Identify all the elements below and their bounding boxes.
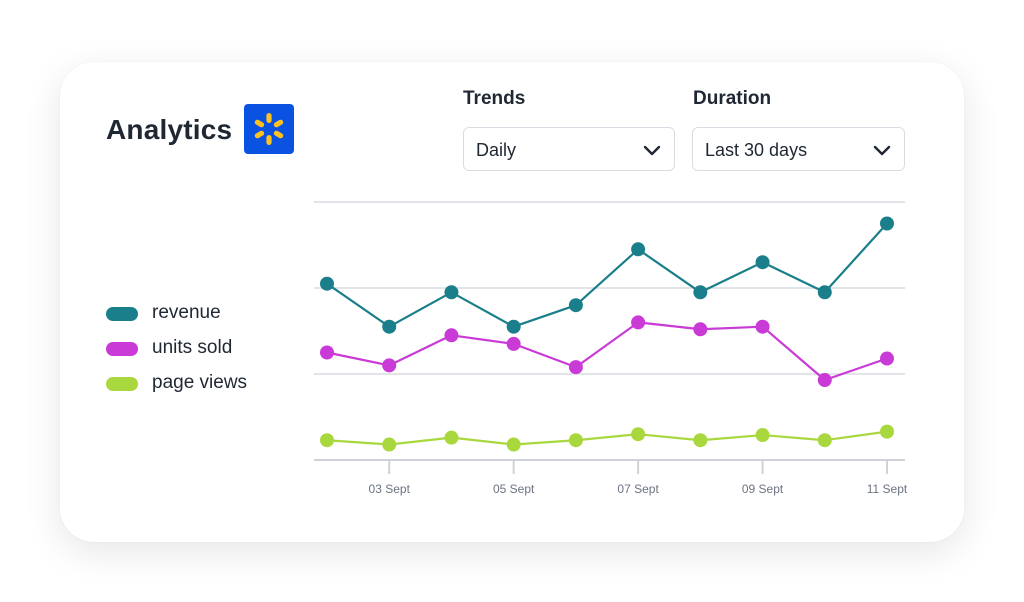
data-point-units-sold (693, 322, 708, 337)
data-point-page-views (755, 428, 770, 443)
data-point-revenue (382, 319, 397, 334)
data-point-revenue (631, 242, 646, 257)
legend-label-revenue: revenue (152, 302, 221, 323)
series-line-page-views (326, 430, 888, 446)
data-point-units-sold (444, 328, 459, 343)
walmart-spark-icon (244, 104, 294, 154)
duration-select[interactable]: Last 30 days (692, 127, 905, 171)
data-point-page-views (444, 430, 459, 445)
data-point-units-sold (817, 373, 832, 388)
data-point-page-views (320, 433, 334, 448)
x-tick-label: 03 Sept (369, 482, 411, 496)
data-point-page-views (382, 437, 397, 452)
series-line-revenue (326, 222, 888, 328)
data-point-page-views (693, 433, 708, 448)
data-point-page-views (506, 437, 521, 452)
x-tick-label: 07 Sept (617, 482, 659, 496)
chevron-down-icon (643, 145, 661, 156)
x-tick-label: 05 Sept (493, 482, 535, 496)
data-point-revenue (444, 285, 459, 300)
series-line-units-sold (326, 321, 888, 382)
data-point-revenue (880, 216, 894, 231)
data-point-units-sold (880, 351, 894, 366)
data-point-page-views (817, 433, 832, 448)
data-point-revenue (693, 285, 708, 300)
data-point-units-sold (755, 319, 770, 334)
data-point-revenue (506, 319, 521, 334)
data-point-units-sold (631, 315, 646, 330)
data-point-units-sold (382, 358, 397, 373)
data-point-units-sold (506, 336, 521, 351)
data-point-page-views (631, 427, 646, 442)
data-point-revenue (568, 298, 583, 313)
legend-swatch-revenue (106, 307, 138, 321)
data-point-revenue (817, 285, 832, 300)
data-point-revenue (320, 276, 334, 291)
data-point-units-sold (568, 360, 583, 375)
trends-select-value: Daily (476, 140, 517, 160)
trends-label: Trends (463, 88, 526, 109)
data-point-page-views (880, 424, 894, 439)
legend-swatch-page-views (106, 377, 138, 391)
legend-label-units-sold: units sold (152, 337, 233, 358)
x-tick-label: 09 Sept (742, 482, 784, 496)
chevron-down-icon (873, 145, 891, 156)
trends-select[interactable]: Daily (463, 127, 675, 171)
data-point-page-views (568, 433, 583, 448)
data-point-revenue (755, 255, 770, 270)
legend-label-page-views: page views (152, 372, 248, 393)
duration-select-value: Last 30 days (705, 140, 808, 160)
x-tick-label: 11 Sept (867, 482, 908, 496)
data-point-units-sold (320, 345, 334, 360)
duration-label: Duration (693, 88, 772, 109)
legend-swatch-units-sold (106, 342, 138, 356)
page-title: Analytics (106, 114, 233, 145)
